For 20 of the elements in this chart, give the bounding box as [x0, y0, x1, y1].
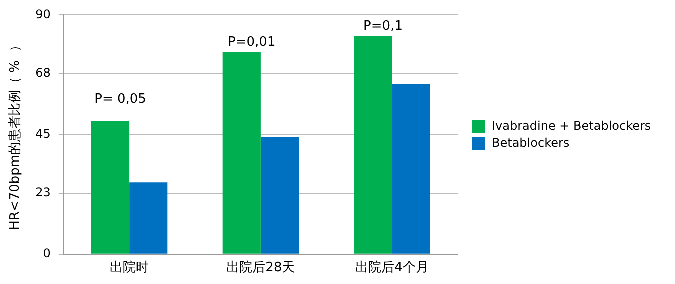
x-tick-label: 出院时 [110, 260, 150, 276]
legend-label: Ivabradine + Betablockers [492, 119, 652, 133]
y-tick-label: 23 [36, 185, 51, 200]
bar [354, 36, 392, 254]
y-tick-label: 90 [36, 7, 51, 22]
bar [260, 137, 300, 254]
bar [130, 182, 168, 254]
annotation: P= 0,05 [94, 92, 146, 107]
y-tick-label: 68 [36, 66, 51, 80]
bar [91, 122, 130, 254]
annotation: P=0,01 [228, 34, 276, 50]
x-tick-label: 出院后28天 [226, 260, 296, 276]
legend-label: Betablockers [492, 136, 570, 150]
y-tick-label: 45 [36, 126, 51, 141]
bar [222, 52, 261, 254]
y-axis-title: HR<70bpm的患者比例（ % ） [8, 39, 24, 230]
bar [392, 84, 430, 254]
y-tick-label: 0 [43, 246, 51, 261]
x-tick-label: 出院后4个月 [356, 260, 429, 276]
annotation: P=0,1 [364, 18, 403, 34]
